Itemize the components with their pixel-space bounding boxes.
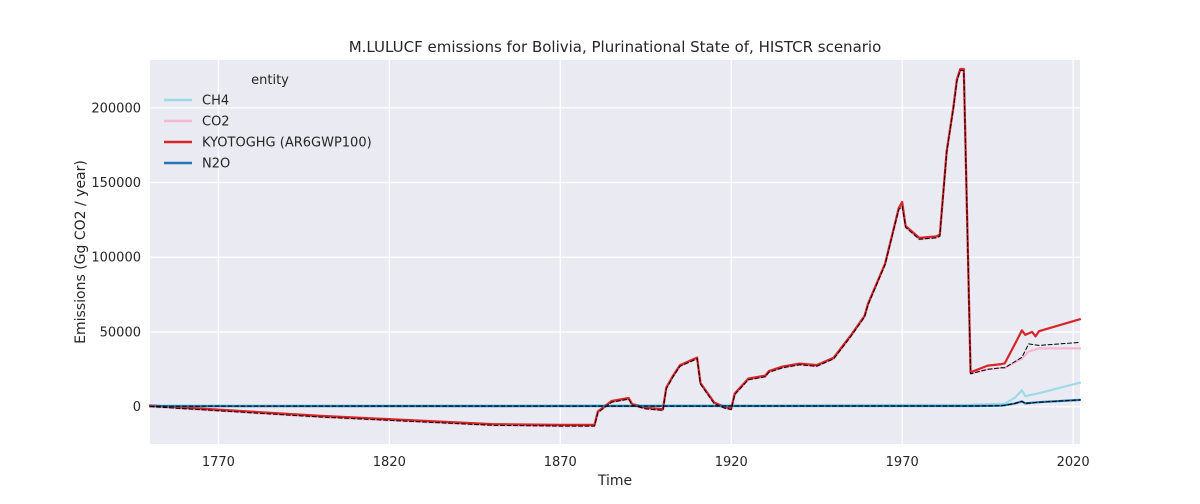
legend: entity CH4 CO2 KYOTOGHG (AR6GWP100) N2O [164,73,372,172]
x-tick-label: 2020 [1057,455,1090,470]
x-tick-label: 1970 [886,455,919,470]
legend-title: entity [251,73,289,88]
x-tick-label: 1870 [544,455,577,470]
series-line-kyotoghg-ar6gwp100 [148,67,1082,426]
series-layer [148,67,1082,428]
x-tick-label: 1770 [202,455,235,470]
dashed-reference-line-4 [149,70,1081,427]
plot-area [150,60,1080,444]
legend-label: N2O [202,157,230,172]
legend-label: CH4 [202,94,229,109]
y-tick-label: 150000 [91,176,141,191]
x-tick-labels: 1770 1820 1870 1920 1970 2020 [202,455,1090,470]
x-tick-label: 1920 [715,455,748,470]
legend-label: KYOTOGHG (AR6GWP100) [202,136,372,151]
y-axis-label: Emissions (Gg CO2 / year) [73,160,89,344]
y-tick-labels: 0 50000 100000 150000 200000 [91,101,141,415]
dashed-reference-line-5 [149,399,1081,407]
y-tick-label: 100000 [91,251,141,266]
y-tick-label: 200000 [91,101,141,116]
y-tick-label: 50000 [100,325,141,340]
x-axis-label: Time [597,473,632,489]
x-gridlines [217,60,1074,444]
legend-label: CO2 [202,115,230,130]
x-tick-label: 1820 [373,455,406,470]
chart-title: M.LULUCF emissions for Bolivia, Plurinat… [349,38,882,56]
y-tick-label: 0 [133,400,141,415]
series-line-ch4 [148,381,1082,407]
